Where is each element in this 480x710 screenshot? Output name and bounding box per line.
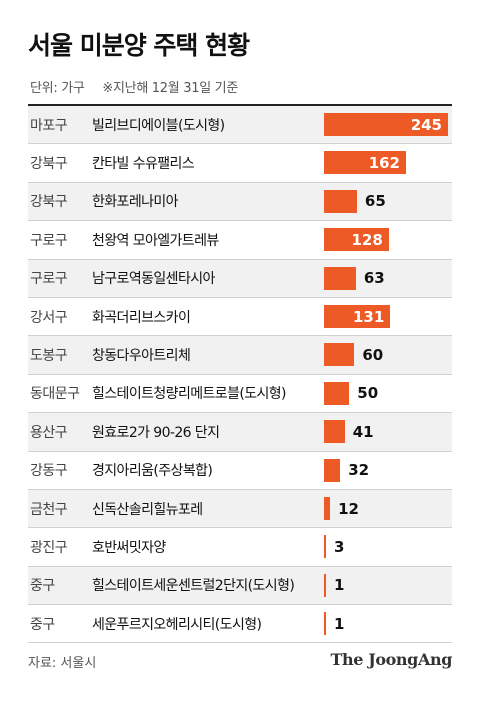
table-row: 금천구 신독산솔리힐뉴포레 12 xyxy=(28,489,452,529)
complex-label: 화곡더리브스카이 xyxy=(92,309,191,326)
district-label: 구로구 xyxy=(30,232,68,249)
table-row: 마포구 빌리브디에이블(도시형) 245 xyxy=(28,106,452,145)
table-row: 강북구 칸타빌 수유팰리스 162 xyxy=(28,144,452,183)
value-label: 1 xyxy=(334,576,345,595)
district-label: 동대문구 xyxy=(30,386,80,403)
value-label: 1 xyxy=(334,614,345,633)
complex-label: 빌리브디에이블(도시형) xyxy=(92,117,225,134)
complex-label: 세운푸르지오헤리시티(도시형) xyxy=(92,616,262,633)
complex-label: 원효로2가 90-26 단지 xyxy=(92,424,220,441)
bar xyxy=(324,266,356,290)
value-label: 63 xyxy=(363,269,385,288)
top-rule xyxy=(28,104,452,106)
chart-subtitle: 단위: 가구 ※지난해 12월 31일 기준 xyxy=(30,77,252,96)
table-row: 용산구 원효로2가 90-26 단지 41 xyxy=(28,413,452,452)
value-label: 245 xyxy=(410,115,442,134)
district-label: 중구 xyxy=(30,578,55,595)
district-label: 구로구 xyxy=(30,271,68,288)
table-row: 구로구 천왕역 모아엘가트레뷰 128 xyxy=(28,221,452,260)
complex-label: 신독산솔리힐뉴포레 xyxy=(92,501,203,518)
complex-label: 호반써밋자양 xyxy=(92,539,166,556)
value-label: 41 xyxy=(352,422,374,441)
value-label: 3 xyxy=(334,537,345,556)
bar xyxy=(324,151,406,175)
date-note: ※지난해 12월 31일 기준 xyxy=(102,81,239,96)
bar xyxy=(324,612,326,636)
bar xyxy=(324,228,389,252)
complex-label: 힐스테이트세운센트럴2단지(도시형) xyxy=(92,578,295,595)
value-label: 60 xyxy=(362,346,384,365)
table-row: 강북구 한화포레나미아 65 xyxy=(28,182,452,222)
value-label: 12 xyxy=(338,499,359,518)
table-row: 도봉구 창동다우아트리체 60 xyxy=(28,336,452,375)
bar xyxy=(324,458,341,482)
table-row: 광진구 호반써밋자양 3 xyxy=(28,528,452,567)
bar xyxy=(324,420,345,444)
complex-label: 칸타빌 수유팰리스 xyxy=(92,156,195,173)
district-label: 강북구 xyxy=(30,194,68,211)
value-label: 65 xyxy=(364,192,386,211)
district-label: 용산구 xyxy=(30,424,68,441)
table-row: 중구 세운푸르지오헤리시티(도시형) 1 xyxy=(28,605,452,644)
complex-label: 경지아리움(주상복합) xyxy=(92,463,213,480)
bar xyxy=(324,113,448,136)
district-label: 중구 xyxy=(30,616,55,633)
bar xyxy=(324,381,350,405)
complex-label: 한화포레나미아 xyxy=(92,194,179,211)
value-label: 131 xyxy=(353,307,385,326)
district-label: 강서구 xyxy=(30,309,68,326)
district-label: 금천구 xyxy=(30,501,68,518)
value-label: 50 xyxy=(357,384,379,403)
bar xyxy=(324,189,357,213)
value-label: 128 xyxy=(351,230,383,249)
value-label: 32 xyxy=(348,461,370,480)
bar xyxy=(324,496,331,520)
unit-note: 단위: 가구 xyxy=(30,81,85,96)
bar xyxy=(324,573,326,597)
table-row: 중구 힐스테이트세운센트럴2단지(도시형) 1 xyxy=(28,566,452,606)
district-label: 마포구 xyxy=(30,117,68,134)
chart-title: 서울 미분양 주택 현황 xyxy=(28,31,250,60)
bar-chart: 마포구 빌리브디에이블(도시형) 245 강북구 칸타빌 수유팰리스 162 강북구 한화포레… xyxy=(28,106,452,644)
table-row: 강서구 화곡더리브스카이 131 xyxy=(28,298,452,337)
complex-label: 남구로역동일센타시아 xyxy=(92,271,215,288)
district-label: 강동구 xyxy=(30,463,68,480)
complex-label: 창동다우아트리체 xyxy=(92,348,191,365)
table-row: 동대문구 힐스테이트청량리메트로블(도시형) 50 xyxy=(28,375,452,414)
table-row: 강동구 경지아리움(주상복합) 32 xyxy=(28,452,452,490)
publisher-logo: The JoongAng xyxy=(330,650,453,669)
bar xyxy=(324,535,326,559)
table-row: 구로구 남구로역동일센타시아 63 xyxy=(28,259,452,298)
complex-label: 힐스테이트청량리메트로블(도시형) xyxy=(92,386,287,403)
value-label: 162 xyxy=(368,154,400,173)
bar xyxy=(324,343,355,367)
source-note: 자료: 서울시 xyxy=(28,656,97,671)
district-label: 강북구 xyxy=(30,156,68,173)
bar xyxy=(324,304,391,328)
district-label: 도봉구 xyxy=(30,348,68,365)
district-label: 광진구 xyxy=(30,539,68,556)
complex-label: 천왕역 모아엘가트레뷰 xyxy=(92,232,219,249)
